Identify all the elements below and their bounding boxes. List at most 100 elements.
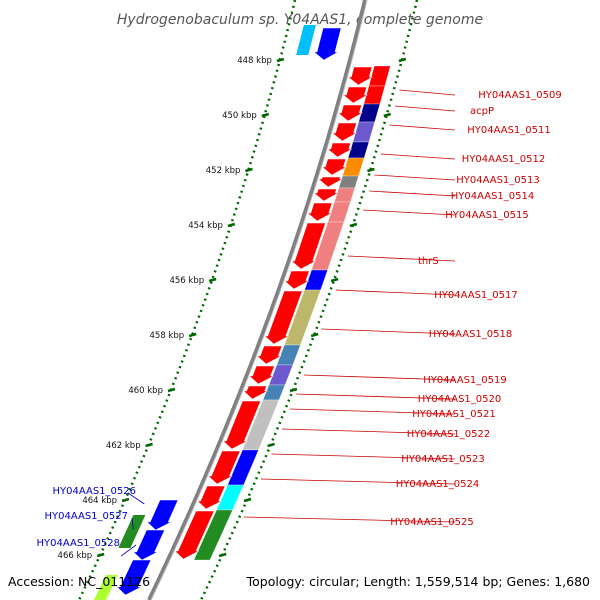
label-leader <box>296 393 456 400</box>
tick-mark-right <box>267 442 275 448</box>
tick-mark-right <box>243 497 252 503</box>
gene-label-plus: HY04AAS1_0517 <box>434 290 517 301</box>
label-leader <box>260 478 456 485</box>
cds-arrow-plus <box>327 142 353 158</box>
cog-block <box>347 141 370 159</box>
gene-label-plus: thrS <box>418 256 439 267</box>
tick-mark-right <box>349 222 358 228</box>
tick-mark <box>208 277 217 283</box>
label-leader <box>347 255 456 262</box>
gene-label-plus: acpP <box>470 106 494 117</box>
gene-label-minus: HY04AAS1_0527 <box>45 511 128 522</box>
gene-label-plus: HY04AAS1_0513 <box>456 175 539 186</box>
cog-block <box>368 65 391 87</box>
gene-label-plus: HY04AAS1_0519 <box>423 375 506 386</box>
cds-arrow-plus <box>174 510 215 560</box>
label-leader <box>363 209 456 216</box>
accession-text: Accession: NC_011126 <box>8 574 150 589</box>
label-leader-minus <box>120 544 137 557</box>
cds-arrow-minus <box>116 559 152 596</box>
tick-label: 452 kbp <box>206 166 241 176</box>
tick-mark-right <box>330 277 339 283</box>
label-leader <box>281 428 456 435</box>
gene-label-plus: HY04AAS1_0520 <box>418 394 501 405</box>
tick-marks: 448 kbp 450 kbp 452 kbp 454 kbp 456 kbp 458 k… <box>58 56 407 561</box>
tick-mark-right <box>383 112 392 118</box>
gene-labels: HY04AAS1_0509 acpP HY04AAS1_0511 HY04AAS1_0… <box>37 89 562 557</box>
cog-ring <box>193 65 391 561</box>
label-leader <box>374 174 456 181</box>
cds-arrow-plus <box>331 122 358 142</box>
tick-mark-right <box>218 552 227 558</box>
genome-backbone <box>147 0 368 600</box>
tick-mark <box>145 442 153 448</box>
tick-label: 466 kbp <box>58 551 93 561</box>
gene-label-plus: HY04AAS1_0522 <box>407 429 490 440</box>
cog-block <box>338 175 359 189</box>
label-leader-minus <box>131 517 134 530</box>
tick-mark <box>96 552 105 558</box>
cds-arrow-plus <box>264 290 303 345</box>
cds-arrow-plus <box>317 176 343 188</box>
gene-label-plus: HY04AAS1_0521 <box>412 409 495 420</box>
tick-mark <box>121 497 130 503</box>
tick-mark <box>276 57 285 63</box>
label-leader <box>271 453 456 460</box>
tick-label: 460 kbp <box>128 386 163 396</box>
tick-mark <box>227 222 236 228</box>
cds-arrow-plus <box>313 188 339 202</box>
tick-mark <box>167 387 176 393</box>
tick-label: 448 kbp <box>237 56 272 66</box>
label-leader <box>321 328 456 335</box>
label-leader <box>243 516 456 523</box>
gene-label-plus: HY04AAS1_0524 <box>396 479 479 490</box>
cog-block-minus <box>118 515 146 548</box>
gene-label-plus: HY04AAS1_0514 <box>451 191 534 202</box>
label-leader <box>380 153 456 160</box>
topology-text: Topology: circular; Length: 1,559,514 bp… <box>246 574 590 589</box>
ruler-dots-left <box>77 0 297 600</box>
cds-arrow-plus <box>242 385 268 400</box>
cds-arrow-plus <box>347 66 374 86</box>
cds-arrow-plus <box>248 365 275 385</box>
backbone-highlight <box>150 0 368 600</box>
tick-mark <box>188 332 197 338</box>
label-leader <box>389 124 456 131</box>
cds-arrow-plus <box>256 345 283 365</box>
map-title: Hydrogenobaculum sp. Y04AAS1, complete g… <box>117 12 483 28</box>
cds-arrow-plus <box>321 158 348 176</box>
tick-label: 450 kbp <box>222 111 257 121</box>
cog-block <box>193 509 233 561</box>
tick-mark-right <box>398 57 407 63</box>
cds-arrow-minus <box>313 27 342 61</box>
gene-label-plus: HY04AAS1_0518 <box>429 329 512 340</box>
cog-block <box>334 187 356 203</box>
backbone-curve <box>147 0 367 600</box>
gene-label-minus: HY04AAS1_0526 <box>53 486 136 497</box>
tick-label: 454 kbp <box>188 221 223 231</box>
cds-arrow-plus <box>291 222 326 270</box>
cds-arrow-plus <box>337 104 364 122</box>
cds-minus-ring <box>94 25 342 600</box>
tick-label: 458 kbp <box>150 331 185 341</box>
label-leader-minus <box>127 492 145 505</box>
cds-arrow-minus <box>146 499 179 531</box>
cds-arrow-plus <box>284 270 310 290</box>
gene-label-plus: HY04AAS1_0515 <box>445 210 528 221</box>
cds-arrow-plus <box>307 202 333 222</box>
tick-mark <box>245 167 253 173</box>
tick-mark-right <box>289 387 298 393</box>
label-leader <box>335 289 456 296</box>
label-leader <box>395 105 456 112</box>
cds-arrow-plus <box>342 86 369 104</box>
gene-label-minus: HY04AAS1_0528 <box>37 538 120 549</box>
tick-mark-right <box>367 167 375 173</box>
tick-label: 464 kbp <box>82 496 117 506</box>
cog-block-minus <box>94 575 118 600</box>
cog-block-minus <box>296 25 316 55</box>
gene-label-plus: HY04AAS1_0512 <box>462 154 545 165</box>
gene-label-plus: HY04AAS1_0511 <box>467 125 550 136</box>
label-leader <box>290 408 456 415</box>
gene-label-plus: HY04AAS1_0523 <box>401 454 484 465</box>
